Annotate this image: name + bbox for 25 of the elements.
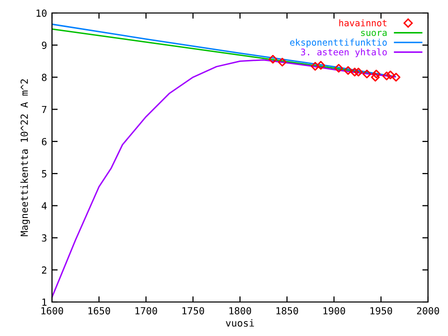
x-tick-label: 1700 xyxy=(135,307,158,314)
y-tick-label: 3 xyxy=(42,234,46,242)
x-tick-label: 1600 xyxy=(41,307,64,314)
x-tick-label: 1900 xyxy=(323,307,346,314)
y-tick-label: 9 xyxy=(42,42,46,49)
legend-label: suora xyxy=(361,30,387,36)
y-axis-title: Magneettikentta 10^22 A m^2 xyxy=(20,79,30,236)
y-tick-label: 1 xyxy=(42,298,46,306)
x-tick-label: 2000 xyxy=(417,307,440,314)
y-tick-label: 6 xyxy=(42,138,47,146)
y-tick-label: 10 xyxy=(36,10,47,17)
legend-label: eksponenttifunktio xyxy=(290,38,387,48)
x-tick-label: 1750 xyxy=(182,307,204,314)
x-tick-label: 1850 xyxy=(276,307,298,314)
x-tick-label: 1950 xyxy=(370,307,392,314)
legend-label: havainnot xyxy=(339,19,386,26)
x-axis-title: vuosi xyxy=(226,319,254,327)
y-tick-label: 8 xyxy=(42,74,47,82)
y-tick-label: 7 xyxy=(42,106,46,114)
y-tick-label: 2 xyxy=(42,266,46,274)
x-tick-label: 1650 xyxy=(88,307,110,314)
y-tick-label: 5 xyxy=(42,170,46,178)
x-tick-label: 1800 xyxy=(229,307,252,314)
legend-label: 3. asteen yhtalo xyxy=(301,48,387,58)
y-tick-label: 4 xyxy=(42,202,47,210)
